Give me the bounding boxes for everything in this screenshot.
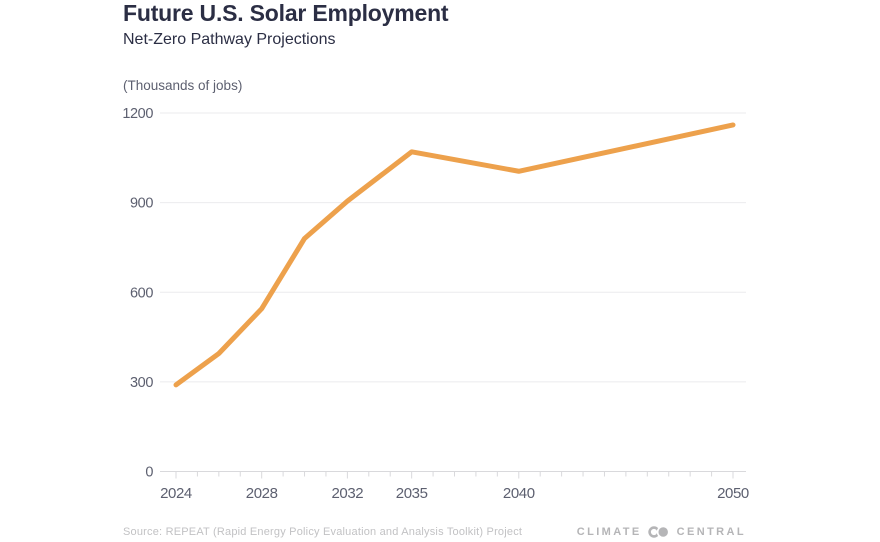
- chart-subtitle: Net-Zero Pathway Projections: [123, 31, 336, 48]
- chart-title: Future U.S. Solar Employment: [123, 0, 449, 26]
- x-axis-label: 2028: [246, 485, 278, 502]
- y-axis-label: 1200: [122, 106, 153, 122]
- x-axis-label: 2024: [160, 485, 192, 502]
- y-axis-label: 0: [145, 465, 153, 481]
- x-axis-label: 2035: [396, 485, 428, 502]
- y-axis-label: 300: [130, 375, 153, 391]
- y-axis-label: 900: [130, 196, 153, 212]
- y-axis-unit-label: (Thousands of jobs): [123, 78, 243, 93]
- y-axis-label: 600: [130, 285, 153, 301]
- x-axis-label: 2050: [717, 485, 749, 502]
- logo-word-central: CENTRAL: [676, 526, 746, 538]
- x-axis-label: 2032: [331, 485, 363, 502]
- logo-word-climate: CLIMATE: [576, 526, 642, 538]
- interlocking-circles-icon: [647, 525, 670, 539]
- x-axis-label: 2040: [503, 485, 535, 502]
- climate-central-logo: CLIMATE CENTRAL: [577, 525, 746, 539]
- source-attribution: Source: REPEAT (Rapid Energy Policy Eval…: [123, 526, 523, 538]
- solar-employment-line: [173, 122, 736, 388]
